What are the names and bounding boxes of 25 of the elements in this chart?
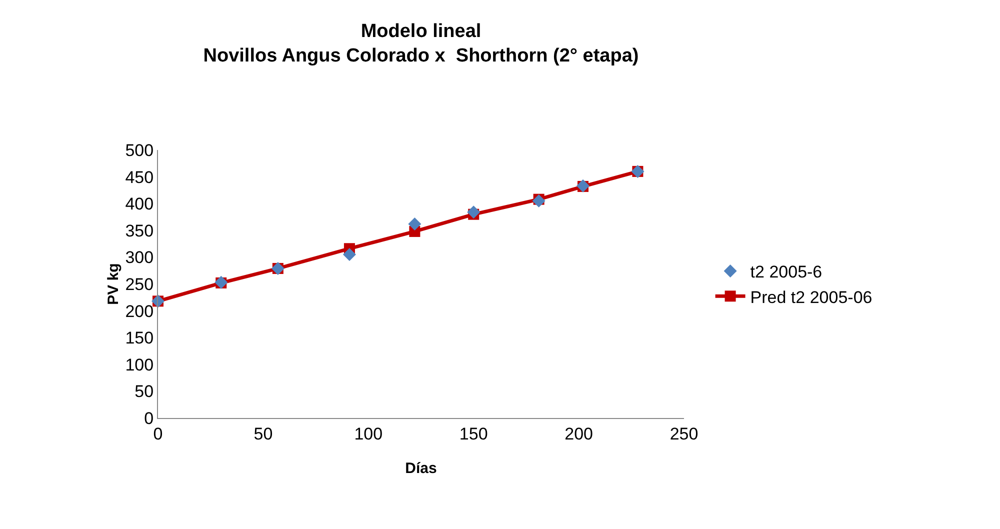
y-tick-label: 0 (144, 408, 154, 428)
y-tick-label: 450 (125, 168, 154, 187)
x-axis-title: Días (405, 460, 437, 477)
y-tick-label: 50 (134, 382, 154, 402)
y-tick-label: 400 (125, 194, 154, 214)
chart-title: Modelo lineal Novillos Angus Colorado x Shorthorn (2° etapa) (203, 21, 639, 67)
x-tick-label: 100 (354, 424, 383, 444)
y-tick-label: 350 (125, 221, 154, 240)
x-tick-label: 150 (459, 424, 488, 444)
y-tick-label: 500 (125, 140, 154, 160)
x-tick-label: 50 (254, 424, 273, 444)
point (467, 206, 480, 219)
y-tick-label: 300 (125, 248, 154, 268)
y-tick-label: 250 (125, 274, 154, 294)
legend-label: Pred t2 2005-06 (750, 288, 872, 307)
y-tick-label: 100 (125, 355, 154, 374)
legend-label: t2 2005-6 (750, 262, 822, 282)
x-tick-label: 200 (564, 424, 593, 444)
point (342, 248, 356, 262)
y-tick-label: 150 (125, 328, 154, 348)
y-axis-title: PV kg (105, 263, 122, 305)
point (532, 194, 546, 208)
y-tick-label: 200 (125, 302, 154, 321)
x-tick-label: 250 (670, 424, 698, 444)
point (408, 217, 422, 230)
